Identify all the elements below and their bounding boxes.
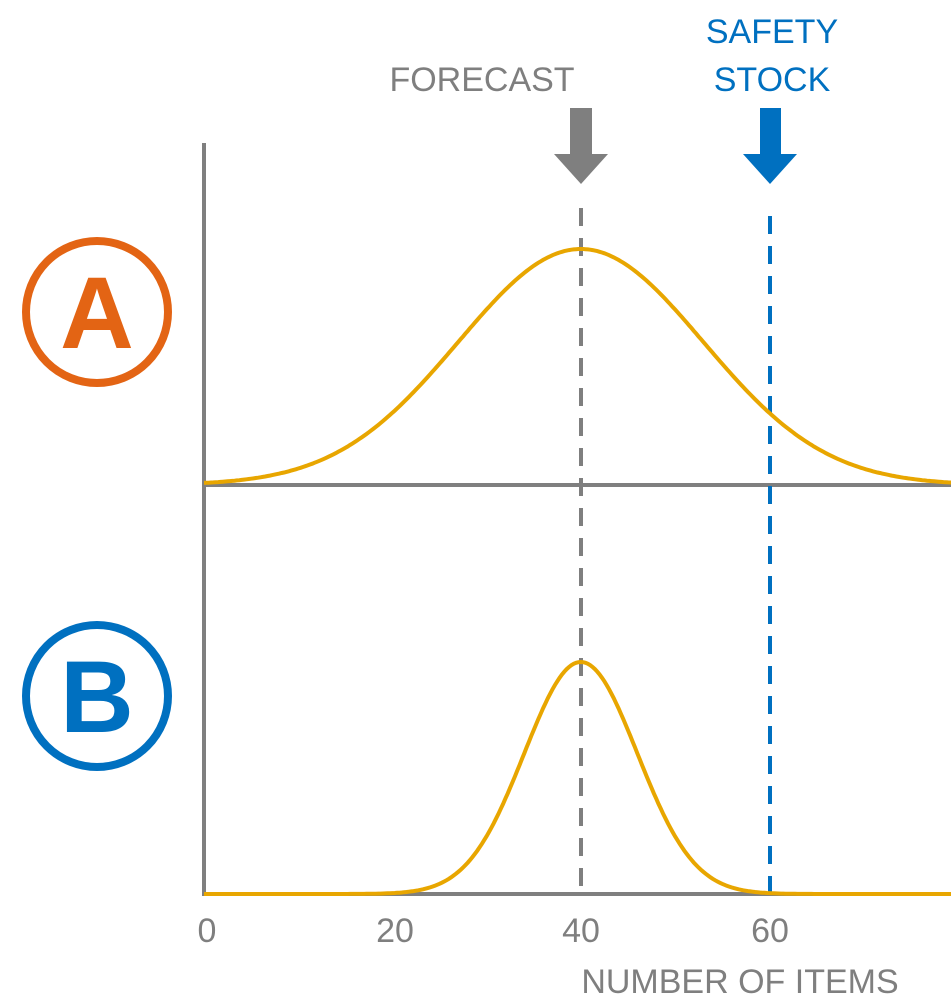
panel-a-curve [203,247,951,485]
panel-a-label: A [60,256,134,370]
safety-stock-label-line2: STOCK [714,61,831,99]
x-axis-label: NUMBER OF ITEMS [581,963,898,1001]
safety-stock-arrow-icon [743,108,797,184]
x-tick-label: 40 [562,912,600,950]
panel-b-label: B [60,640,134,754]
x-tick-label: 0 [198,912,217,950]
panel-a-badge [22,237,172,387]
forecast-label: FORECAST [389,61,574,99]
panel-b-badge [22,621,172,771]
x-tick-label: 20 [376,912,414,950]
x-tick-label: 60 [751,912,789,950]
forecast-arrow-icon [554,108,608,184]
safety-stock-label-line1: SAFETY [706,13,838,51]
panel-b-curve [204,659,951,896]
